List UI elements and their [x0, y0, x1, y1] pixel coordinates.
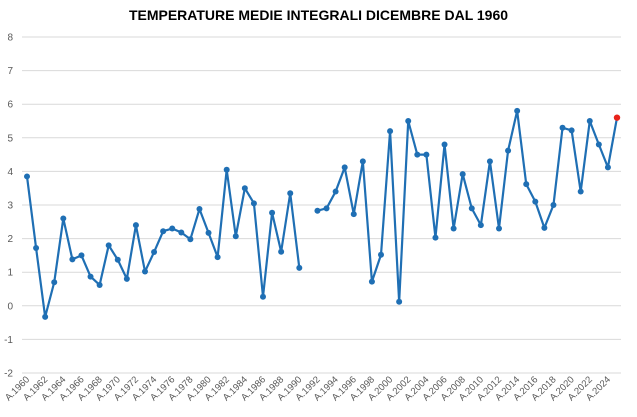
- data-point: [114, 256, 121, 263]
- data-point: [405, 118, 412, 124]
- data-point: [350, 211, 357, 218]
- data-point: [450, 225, 457, 232]
- data-point: [604, 164, 611, 171]
- data-point: [441, 141, 448, 148]
- x-axis-ticks: A.1960A.1962A.1964A.1966A.1968A.1970A.19…: [3, 374, 613, 403]
- data-point: [250, 200, 257, 207]
- data-point: [387, 128, 394, 135]
- data-point: [232, 233, 239, 240]
- data-point: [296, 264, 303, 271]
- data-point: [78, 252, 85, 259]
- data-point: [33, 245, 40, 252]
- data-point: [359, 158, 366, 165]
- data-point: [42, 313, 49, 320]
- data-point: [468, 205, 475, 212]
- data-point: [105, 242, 112, 249]
- data-point: [178, 229, 185, 236]
- data-point: [96, 281, 103, 288]
- y-tick-label: 2: [7, 234, 13, 245]
- y-tick-label: 1: [7, 268, 13, 279]
- data-point: [378, 251, 384, 258]
- data-point: [532, 198, 539, 205]
- data-point: [332, 188, 339, 195]
- data-point: [541, 224, 548, 231]
- data-point: [287, 190, 294, 197]
- y-tick-label: 5: [7, 133, 13, 144]
- y-tick-label: -1: [4, 335, 13, 346]
- data-point: [595, 141, 602, 148]
- data-point: [514, 107, 521, 114]
- data-point: [523, 181, 530, 188]
- data-point: [341, 164, 348, 171]
- data-point: [60, 215, 67, 222]
- data-point: [586, 118, 593, 124]
- data-point: [368, 278, 375, 285]
- data-point: [151, 249, 158, 256]
- data-point: [477, 222, 484, 229]
- y-tick-label: 6: [7, 100, 13, 111]
- y-tick-label: 4: [7, 167, 13, 178]
- data-point: [223, 166, 230, 173]
- data-point: [323, 205, 330, 212]
- data-point-latest: [613, 114, 621, 121]
- data-point: [214, 254, 221, 261]
- data-points: [24, 107, 621, 320]
- data-point: [314, 207, 321, 214]
- data-point: [278, 248, 285, 255]
- gridlines: [22, 36, 621, 374]
- data-point: [196, 206, 203, 213]
- data-point: [24, 173, 30, 180]
- data-point: [550, 202, 557, 208]
- data-point: [568, 127, 575, 134]
- data-point: [205, 229, 212, 236]
- data-point: [51, 279, 58, 286]
- y-tick-label: 7: [7, 66, 13, 77]
- data-point: [423, 151, 430, 158]
- data-point: [269, 209, 276, 216]
- data-point: [142, 268, 148, 275]
- data-point: [432, 234, 439, 241]
- data-point: [396, 298, 403, 305]
- data-point: [87, 273, 94, 280]
- data-point: [486, 158, 493, 165]
- data-point: [241, 185, 248, 192]
- data-point: [187, 236, 194, 243]
- y-axis-ticks: -2 -1 0 1 2 3 4 5 6 7 8: [4, 33, 13, 380]
- data-point: [505, 147, 512, 154]
- y-tick-label: 8: [7, 33, 13, 44]
- data-point: [160, 228, 167, 235]
- data-point: [559, 124, 566, 131]
- data-point: [132, 222, 139, 229]
- data-point: [496, 225, 502, 232]
- data-point: [169, 225, 176, 232]
- data-point: [577, 188, 584, 195]
- data-point: [123, 275, 130, 282]
- data-point: [414, 151, 421, 158]
- data-point: [260, 293, 266, 300]
- data-point: [459, 171, 466, 178]
- data-point: [69, 256, 76, 263]
- y-tick-label: -2: [4, 369, 13, 380]
- series-line: [25, 109, 619, 318]
- y-tick-label: 0: [7, 301, 13, 312]
- y-tick-label: 3: [7, 201, 13, 212]
- chart-title: TEMPERATURE MEDIE INTEGRALI DICEMBRE DAL…: [128, 7, 509, 23]
